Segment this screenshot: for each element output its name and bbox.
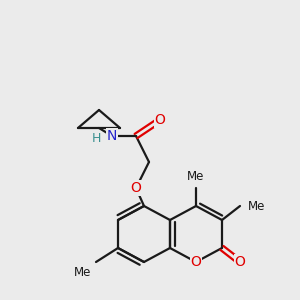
Text: N: N [107, 129, 117, 143]
Text: O: O [190, 255, 201, 269]
Text: Me: Me [74, 266, 91, 279]
Text: H: H [92, 131, 101, 145]
Text: Me: Me [187, 170, 205, 183]
Text: O: O [154, 113, 165, 127]
Text: O: O [235, 255, 245, 269]
Text: Me: Me [248, 200, 266, 212]
Text: O: O [130, 181, 141, 195]
